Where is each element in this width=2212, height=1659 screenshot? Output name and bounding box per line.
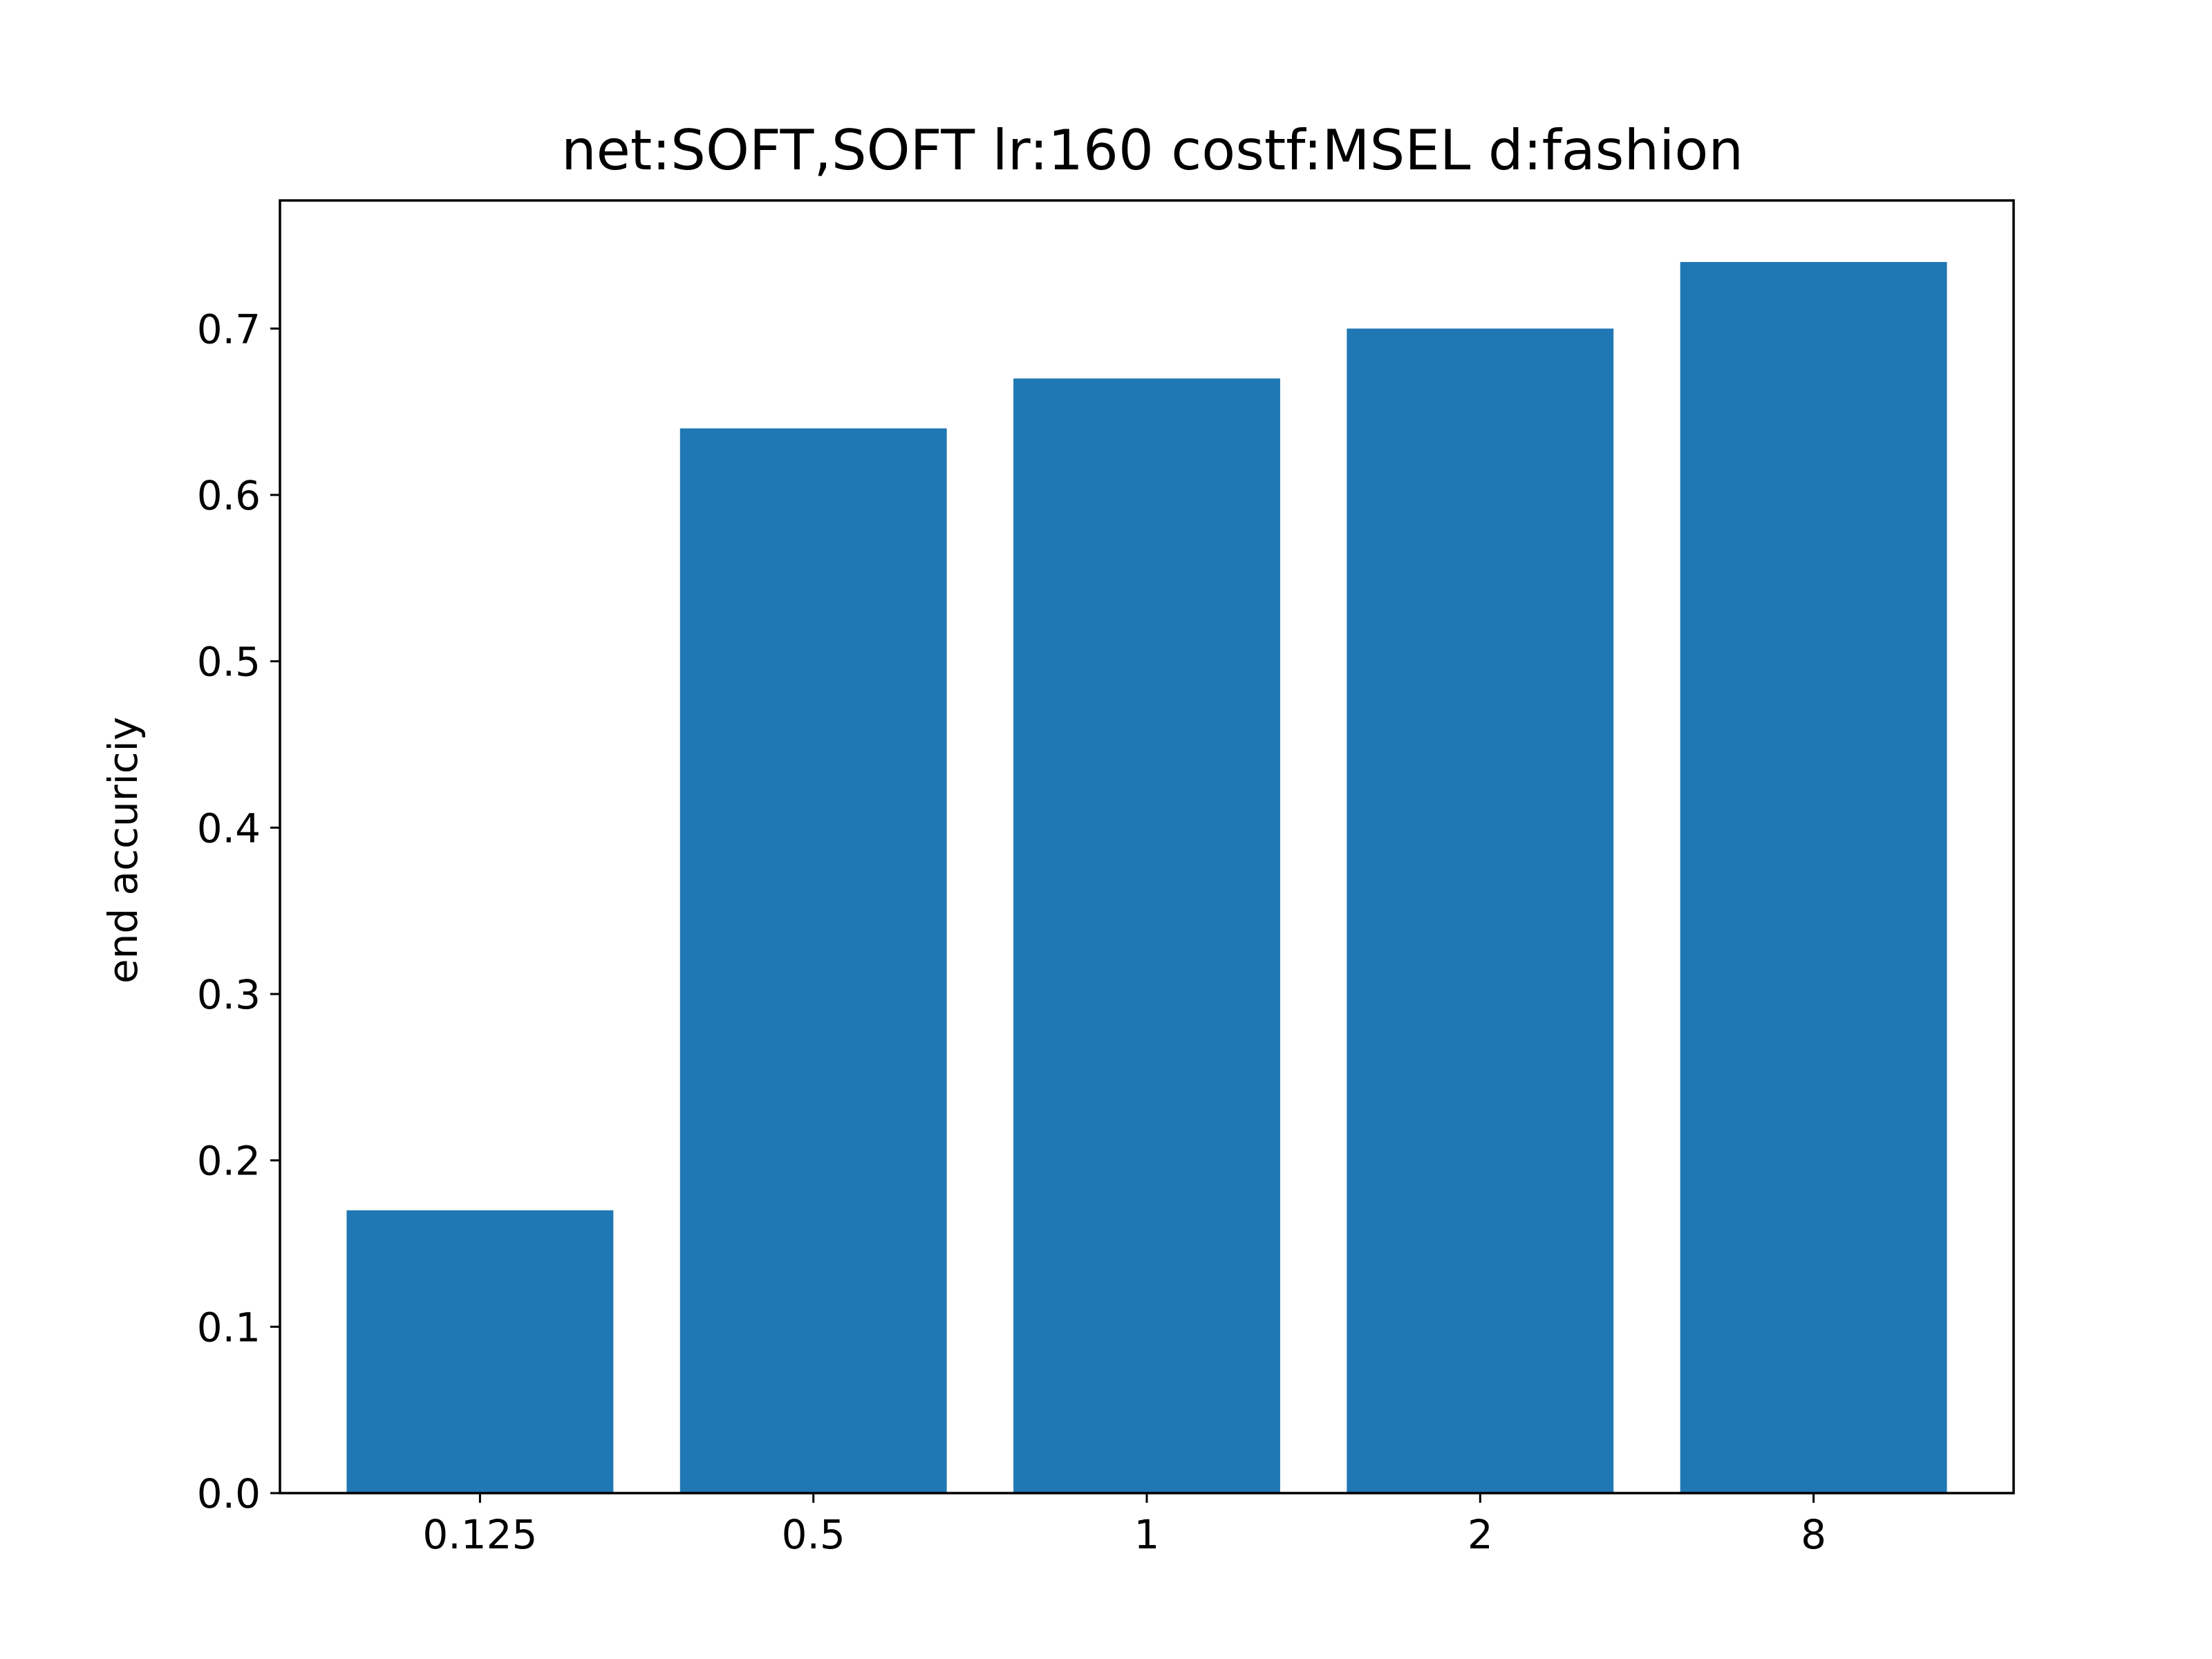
- y-axis-label: end accuriciy: [100, 717, 147, 984]
- y-tick-label: 0.6: [197, 472, 261, 519]
- bar-2: [1347, 328, 1614, 1493]
- y-ticks-group: 0.0 0.1 0.2 0.3 0.4 0.5 0.6 0.7: [197, 306, 280, 1517]
- y-tick-label: 0.5: [197, 639, 261, 686]
- bars-group: [346, 262, 1947, 1494]
- bar-8: [1680, 262, 1947, 1493]
- y-tick-label: 0.1: [197, 1304, 261, 1351]
- x-tick-label: 8: [1801, 1511, 1826, 1558]
- x-tick-label: 0.5: [782, 1511, 845, 1558]
- y-tick-label: 0.3: [197, 971, 261, 1018]
- x-tick-label: 1: [1134, 1511, 1160, 1558]
- y-tick-label: 0.7: [197, 306, 261, 353]
- chart-title: net:SOFT,SOFT lr:160 costf:MSEL d:fashio…: [561, 118, 1743, 182]
- x-tick-label: 0.125: [422, 1511, 537, 1558]
- y-tick-label: 0.0: [197, 1470, 261, 1517]
- x-tick-label: 2: [1468, 1511, 1493, 1558]
- plot-frame: [279, 199, 2015, 1494]
- y-tick-label: 0.2: [197, 1138, 261, 1185]
- bar-0.125: [346, 1210, 614, 1493]
- y-tick-label: 0.4: [197, 805, 261, 852]
- bar-1: [1013, 378, 1280, 1493]
- x-ticks-group: 0.125 0.5 1 2 8: [422, 1493, 1826, 1558]
- bar-0.5: [679, 428, 947, 1494]
